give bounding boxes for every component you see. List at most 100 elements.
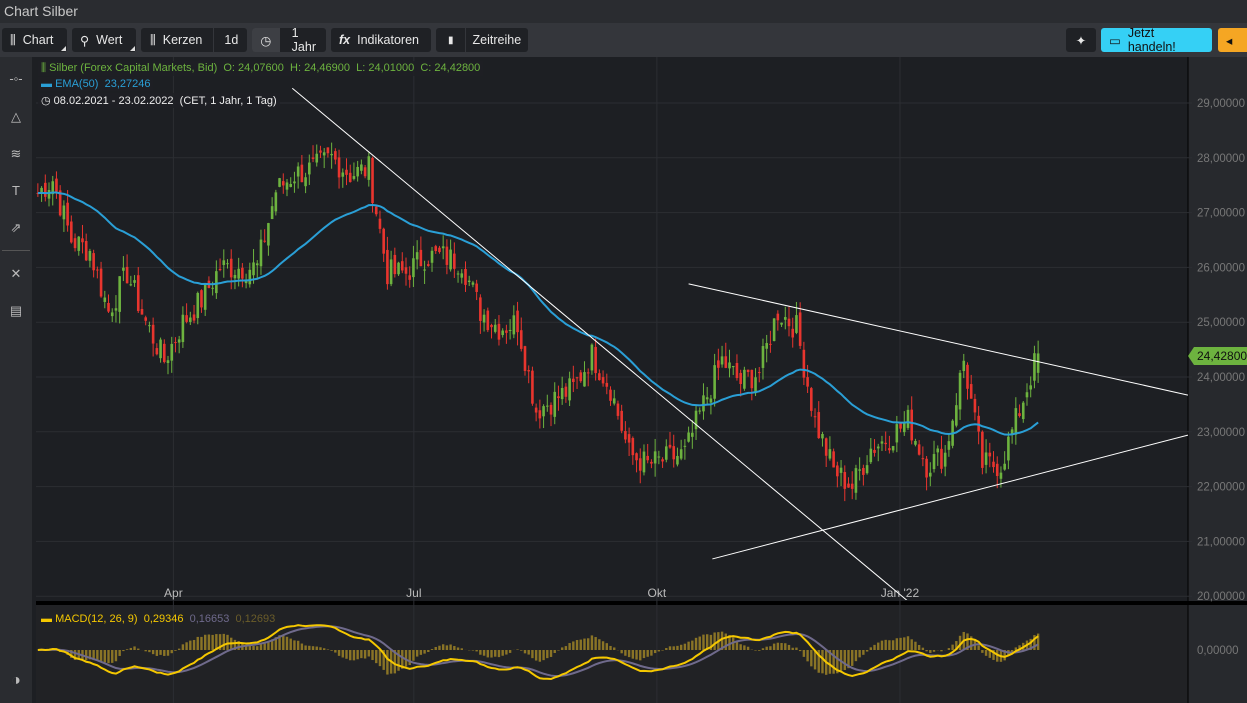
trendline[interactable] xyxy=(291,87,910,603)
tools-icon[interactable]: ✕ xyxy=(10,266,22,281)
candle xyxy=(508,319,512,340)
ema-line xyxy=(37,191,1039,436)
macd-histogram-bar xyxy=(222,633,225,650)
macd-histogram-bar xyxy=(200,636,203,650)
macd-histogram-bar xyxy=(832,650,835,674)
candle xyxy=(828,436,832,461)
macd-histogram-bar xyxy=(880,640,884,650)
macd-histogram-bar xyxy=(609,645,612,650)
macd-histogram-bar xyxy=(486,650,489,658)
macd-histogram-bar xyxy=(419,650,423,655)
macd-histogram-bar xyxy=(363,650,367,659)
candle xyxy=(802,341,806,386)
candle xyxy=(166,355,170,375)
line-tool-icon[interactable]: -◦- xyxy=(9,71,23,86)
candle xyxy=(598,369,601,381)
macd-histogram-bar xyxy=(1029,638,1032,650)
candle xyxy=(579,369,583,383)
candle xyxy=(969,374,973,399)
candle xyxy=(222,249,226,278)
macd-histogram-bar xyxy=(345,650,348,659)
triangle-tool-icon[interactable]: △ xyxy=(11,109,21,124)
kerzen-button[interactable]: Kerzen xyxy=(162,33,203,47)
candle xyxy=(430,246,434,272)
candle xyxy=(382,227,385,262)
macd-histogram-bar xyxy=(746,646,750,650)
candle xyxy=(374,205,378,217)
macd-histogram-bar xyxy=(966,633,969,650)
macd-histogram-bar xyxy=(304,645,307,650)
macd-histogram-bar xyxy=(449,644,452,650)
macd-histogram-bar xyxy=(99,650,103,662)
macd-histogram-bar xyxy=(650,650,653,656)
period-info: (CET, 1 Jahr, 1 Tag) xyxy=(179,95,277,107)
candle xyxy=(311,145,315,163)
zeitreihe-button[interactable]: ▮ Zeitreihe xyxy=(436,28,528,52)
y-tick-label: 20,00000 xyxy=(1197,591,1245,603)
calculator-icon[interactable]: ▤ xyxy=(9,303,23,318)
macd-histogram-bar xyxy=(587,638,590,650)
ema-legend: ▬ EMA(50) 23,27246 xyxy=(38,77,154,91)
toolbar: ⫼ Chart ⚲ Wert ⫼ Kerzen 1d ◷ 1 Jahr fx Indikat… xyxy=(0,23,1247,57)
macd-histogram-bar xyxy=(564,646,568,650)
candle xyxy=(824,437,828,467)
macd-histogram-bar xyxy=(594,637,597,650)
candle xyxy=(140,299,144,315)
trade-button[interactable]: ▭ Jetzt handeln! xyxy=(1101,26,1212,54)
macd-swatch-icon: ▬ xyxy=(41,613,56,625)
macd-histogram-bar xyxy=(155,650,159,656)
candle xyxy=(992,451,995,473)
macd-histogram-bar xyxy=(475,650,478,652)
bookmark-icon: ▮ xyxy=(448,34,454,46)
macd-histogram-bar xyxy=(828,650,832,674)
text-tool-icon[interactable]: T xyxy=(12,183,20,198)
candle xyxy=(281,173,285,194)
sparkle-button[interactable]: ✦ xyxy=(1066,28,1096,52)
candle xyxy=(475,279,478,301)
macd-histogram-bar xyxy=(977,645,980,650)
y-tick-label: 21,00000 xyxy=(1197,536,1245,548)
candle xyxy=(144,315,147,326)
trendline[interactable] xyxy=(712,434,1188,560)
chart-button[interactable]: ⫼ Chart xyxy=(2,28,67,52)
plot-area xyxy=(36,57,1188,600)
price-axis xyxy=(1188,57,1247,703)
fibonacci-tool-icon[interactable]: ≋ xyxy=(10,146,22,161)
candle xyxy=(393,247,397,278)
candle xyxy=(155,343,159,356)
macd-histogram-bar xyxy=(847,650,850,669)
macd-histogram-bar xyxy=(114,650,118,662)
macd-histogram-bar xyxy=(903,637,906,650)
pane-divider[interactable] xyxy=(36,601,1247,605)
macd-histogram-bar xyxy=(1018,645,1021,650)
candle xyxy=(47,182,51,207)
macd-histogram-bar xyxy=(296,640,300,650)
wert-button[interactable]: ⚲ Wert xyxy=(72,28,136,52)
candle xyxy=(542,404,545,429)
candle xyxy=(189,311,192,325)
candle xyxy=(810,386,813,417)
range-button[interactable]: ◷ 1 Jahr xyxy=(252,26,326,54)
theme-toggle-icon[interactable]: ◑ xyxy=(11,672,21,689)
macd-histogram-bar xyxy=(635,650,638,660)
collapse-button[interactable]: ◂ xyxy=(1218,28,1247,52)
macd-histogram-bar xyxy=(523,650,527,654)
candle xyxy=(568,371,571,406)
arrow-tool-icon[interactable]: ⇗ xyxy=(10,220,22,235)
macd-histogram-bar xyxy=(423,650,426,654)
candle xyxy=(464,261,467,292)
macd-histogram-bar xyxy=(858,650,861,658)
candle xyxy=(270,197,274,220)
trendline[interactable] xyxy=(688,283,1188,396)
interval-button[interactable]: 1d xyxy=(224,33,239,47)
candle xyxy=(795,301,798,335)
macd-histogram-bar xyxy=(415,650,419,657)
candle xyxy=(683,439,687,460)
candle xyxy=(397,261,400,276)
indikatoren-button[interactable]: fx Indikatoren xyxy=(331,28,431,52)
macd-histogram-bar xyxy=(285,636,289,650)
macd-histogram-bar xyxy=(627,650,631,658)
macd-histogram-bar xyxy=(683,643,687,650)
macd-histogram-bar xyxy=(196,636,199,650)
